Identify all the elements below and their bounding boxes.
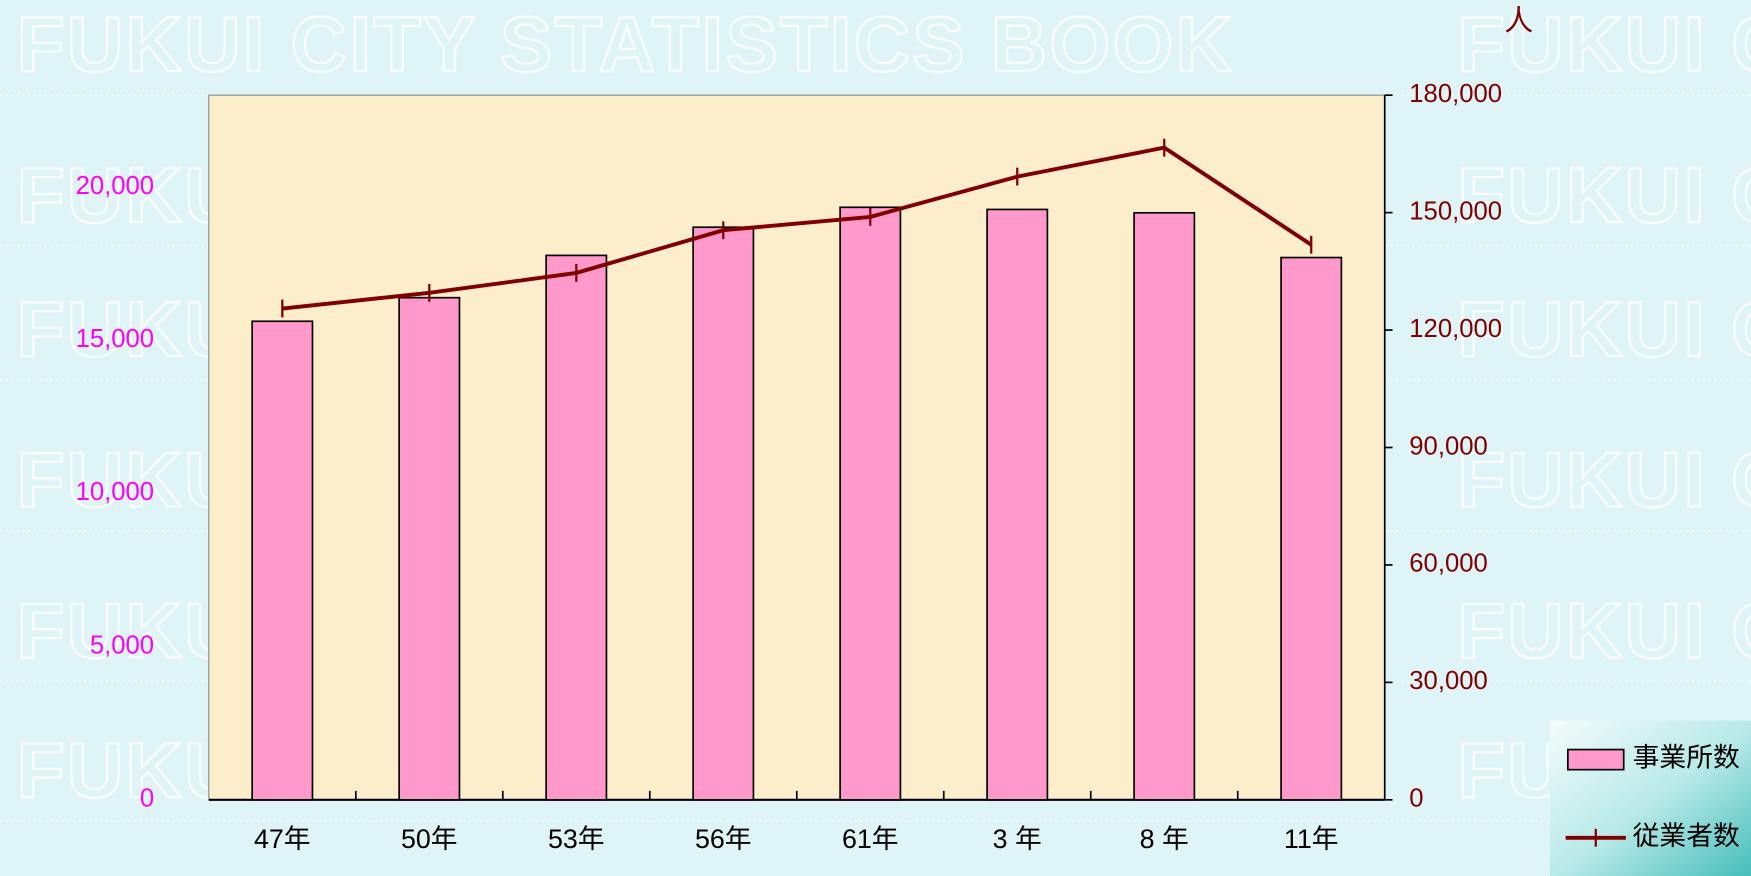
- x-tick-label: 11年: [1284, 824, 1339, 854]
- bar: [692, 226, 755, 801]
- x-tick-label: 3 年: [993, 824, 1042, 854]
- watermark-text: FUKUI CITY STATISTICS BOOK: [1457, 436, 1751, 524]
- x-tick-label: 61年: [842, 824, 899, 854]
- y-tick-label: 0: [140, 785, 154, 813]
- bar: [251, 320, 314, 801]
- bar: [986, 208, 1049, 801]
- y-tick-label: 10,000: [76, 478, 155, 506]
- watermark-text: FUKUI CITY STATISTICS BOOK: [1457, 285, 1751, 373]
- watermark-text: FUKUI CITY STATISTICS BOOK: [1457, 586, 1751, 674]
- legend-label: 従業者数: [1633, 821, 1740, 851]
- y2-tick-label: 30,000: [1409, 667, 1488, 695]
- x-tick-label: 8 年: [1140, 824, 1189, 854]
- y-tick-label: 15,000: [76, 325, 155, 353]
- x-tick-label: 56年: [695, 824, 752, 854]
- y-tick-label: 20,000: [76, 172, 155, 200]
- y2-tick-label: 120,000: [1409, 315, 1502, 343]
- y2-tick-label: 180,000: [1409, 80, 1502, 108]
- bar: [839, 206, 902, 801]
- watermark-text: FUKUI CITY STATISTICS BOOK: [1457, 0, 1751, 88]
- watermark-text: FUKUI CITY STATISTICS BOOK: [1457, 151, 1751, 239]
- y2-tick-label: 0: [1409, 785, 1423, 813]
- watermark-text: FUKUI CITY STATISTICS BOOK: [17, 0, 1234, 88]
- y2-tick-label: 90,000: [1409, 432, 1488, 460]
- y-tick-label: 5,000: [90, 631, 154, 659]
- legend-swatch: [1567, 748, 1625, 771]
- x-tick-label: 50年: [401, 824, 458, 854]
- line: [282, 145, 1313, 311]
- y2-unit: 人: [1504, 5, 1533, 37]
- y2-tick-label: 150,000: [1409, 197, 1502, 225]
- bar: [1280, 256, 1343, 801]
- x-tick-label: 47年: [254, 824, 311, 854]
- plot-area: [208, 94, 1386, 801]
- bar: [545, 254, 608, 801]
- x-tick-label: 53年: [548, 824, 605, 854]
- legend-label: 事業所数: [1633, 743, 1740, 773]
- y2-tick-label: 60,000: [1409, 550, 1488, 578]
- bar: [398, 296, 461, 801]
- bar: [1133, 211, 1196, 801]
- legend-box: [1549, 720, 1751, 876]
